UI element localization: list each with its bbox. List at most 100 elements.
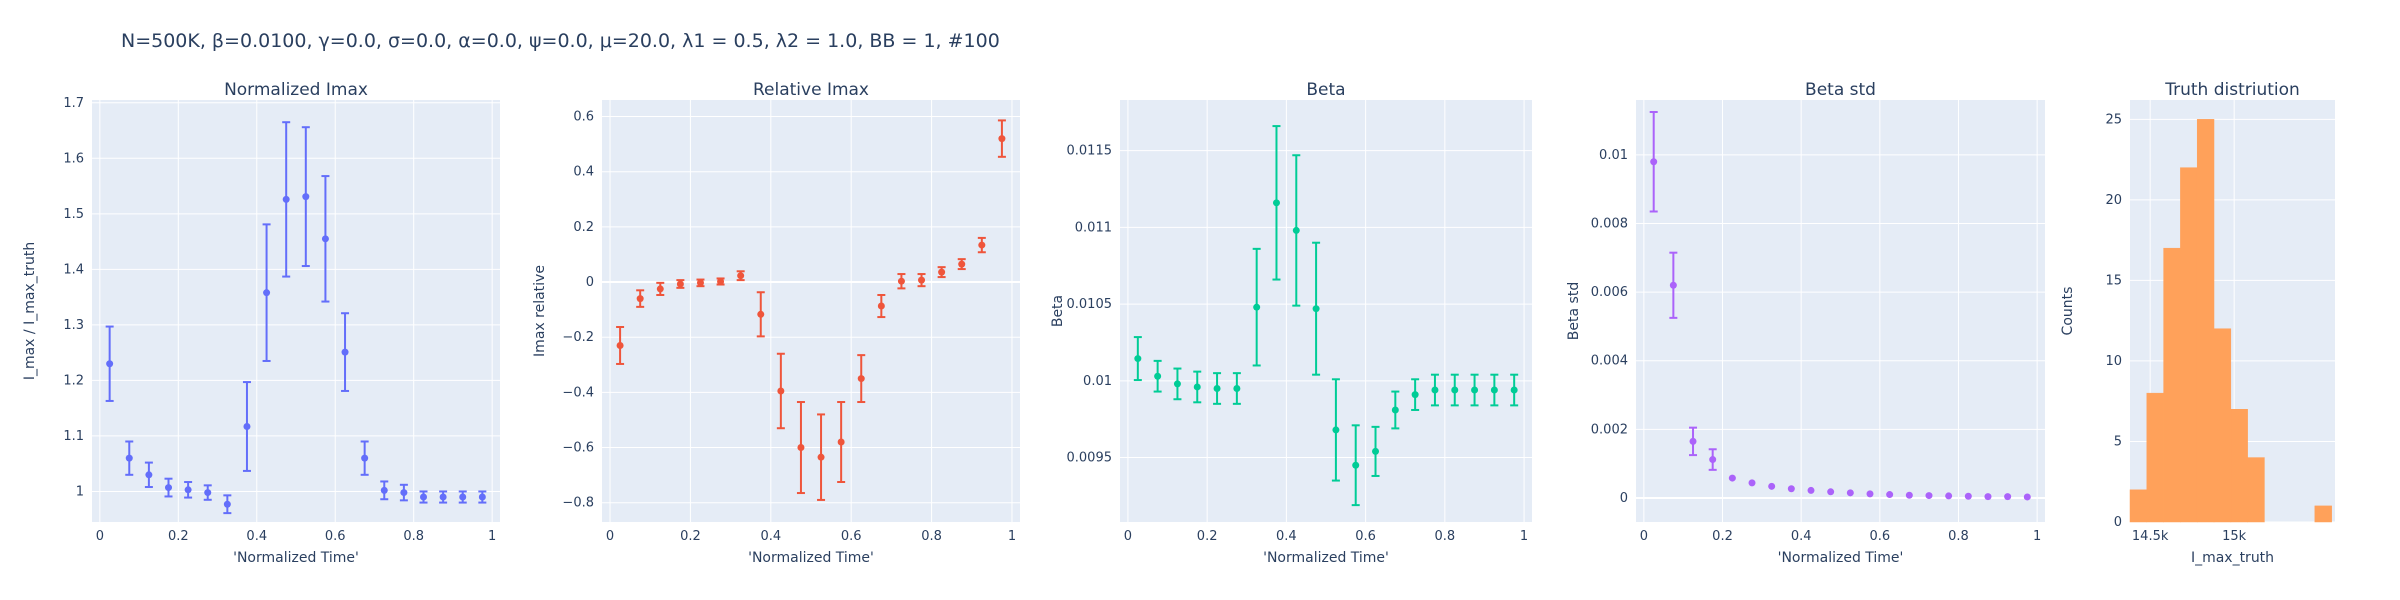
y-axis-title: Beta bbox=[1050, 295, 1066, 327]
y-tick-label: 0.0115 bbox=[1067, 144, 1113, 159]
data-point bbox=[263, 289, 271, 297]
data-point bbox=[1748, 479, 1756, 487]
data-point bbox=[1193, 383, 1201, 391]
data-point bbox=[978, 241, 986, 249]
y-tick-label: 15 bbox=[2105, 273, 2122, 288]
data-point bbox=[998, 135, 1006, 143]
data-point bbox=[1728, 474, 1736, 482]
x-tick-label: 0 bbox=[1640, 529, 1648, 544]
data-point bbox=[1490, 386, 1498, 394]
x-tick-label: 0.8 bbox=[1948, 529, 1969, 544]
x-tick-label: 0.8 bbox=[921, 529, 942, 544]
y-tick-label: 0.01 bbox=[1599, 148, 1628, 163]
y-tick-label: 0 bbox=[586, 275, 594, 290]
y-tick-label: 0.004 bbox=[1591, 354, 1628, 369]
x-tick-label: 1 bbox=[1008, 529, 1016, 544]
data-point bbox=[676, 280, 684, 288]
y-tick-label: 0.006 bbox=[1591, 285, 1628, 300]
data-point bbox=[165, 484, 172, 492]
data-point bbox=[717, 277, 725, 285]
data-point bbox=[1213, 384, 1221, 392]
data-point bbox=[1253, 303, 1261, 311]
histogram-bar bbox=[2213, 328, 2232, 523]
data-point bbox=[1233, 384, 1241, 392]
plot-area bbox=[1636, 100, 2045, 522]
data-point bbox=[243, 422, 251, 430]
data-point bbox=[1925, 492, 1933, 500]
data-point bbox=[877, 302, 885, 310]
x-tick-label: 0.4 bbox=[760, 529, 781, 544]
y-tick-label: 1.2 bbox=[63, 373, 84, 388]
y-tick-label: 5 bbox=[2114, 434, 2122, 449]
x-axis-title: 'Normalized Time' bbox=[233, 550, 359, 566]
data-point bbox=[2004, 493, 2012, 501]
y-tick-label: 0 bbox=[2114, 515, 2122, 530]
data-point bbox=[341, 348, 349, 356]
data-point bbox=[1846, 489, 1854, 497]
data-point bbox=[1768, 482, 1776, 490]
data-point bbox=[204, 489, 212, 497]
subplot-title: Normalized Imax bbox=[224, 80, 368, 100]
data-point bbox=[897, 277, 905, 285]
y-tick-label: 1.5 bbox=[63, 207, 84, 222]
data-point bbox=[420, 493, 427, 501]
histogram-bar bbox=[2180, 167, 2198, 523]
data-point bbox=[857, 375, 865, 383]
x-tick-label: 1 bbox=[488, 529, 496, 544]
data-point bbox=[361, 454, 369, 462]
y-tick-label: 1.1 bbox=[63, 429, 84, 444]
data-point bbox=[1807, 486, 1815, 494]
data-point bbox=[282, 195, 290, 203]
data-point bbox=[1332, 426, 1340, 434]
x-tick-label: 0.2 bbox=[168, 529, 189, 544]
histogram-bar bbox=[2146, 392, 2164, 523]
histogram-bar bbox=[2230, 409, 2248, 523]
y-tick-label: −0.8 bbox=[562, 496, 594, 511]
x-tick-label: 0.6 bbox=[325, 529, 346, 544]
data-point bbox=[2023, 493, 2031, 501]
x-tick-label: 0 bbox=[606, 529, 614, 544]
data-point bbox=[958, 260, 966, 268]
subplot-title: Beta std bbox=[1805, 80, 1876, 100]
data-point bbox=[656, 285, 664, 293]
data-point bbox=[1312, 305, 1320, 313]
data-point bbox=[1650, 158, 1658, 166]
y-tick-label: 20 bbox=[2105, 193, 2122, 208]
subplot-title: Relative Imax bbox=[753, 80, 869, 100]
y-tick-label: 0.0095 bbox=[1067, 451, 1113, 466]
y-tick-label: 0.01 bbox=[1083, 374, 1112, 389]
y-axis-title: Imax relative bbox=[532, 265, 548, 357]
data-point bbox=[1669, 281, 1677, 289]
data-point bbox=[302, 193, 310, 201]
data-point bbox=[125, 454, 133, 462]
x-tick-label: 14.5k bbox=[2132, 529, 2169, 544]
data-point bbox=[1510, 386, 1518, 394]
data-point bbox=[938, 268, 946, 276]
x-tick-label: 0.4 bbox=[246, 529, 267, 544]
data-point bbox=[696, 279, 704, 287]
y-tick-label: 1 bbox=[76, 484, 84, 499]
x-axis-title: 'Normalized Time' bbox=[1778, 550, 1904, 566]
x-tick-label: 0.2 bbox=[1197, 529, 1218, 544]
data-point bbox=[1886, 491, 1894, 499]
x-tick-label: 0.8 bbox=[403, 529, 424, 544]
x-axis-title: I_max_truth bbox=[2191, 550, 2274, 566]
y-axis-title: Counts bbox=[2060, 287, 2076, 336]
histogram-bar bbox=[2314, 505, 2332, 523]
data-point bbox=[1964, 492, 1972, 500]
plot-area bbox=[602, 100, 1020, 522]
x-tick-label: 1 bbox=[1520, 529, 1528, 544]
data-point bbox=[459, 493, 467, 501]
x-tick-label: 0.2 bbox=[1712, 529, 1733, 544]
data-point bbox=[1866, 490, 1874, 498]
data-point bbox=[1391, 406, 1399, 414]
x-tick-label: 0 bbox=[96, 529, 104, 544]
x-tick-label: 0 bbox=[1124, 529, 1132, 544]
y-tick-label: 1.4 bbox=[63, 262, 84, 277]
x-tick-label: 15k bbox=[2222, 529, 2247, 544]
y-tick-label: 25 bbox=[2105, 112, 2122, 127]
data-point bbox=[636, 295, 644, 303]
data-point bbox=[1787, 485, 1795, 493]
y-tick-label: 1.6 bbox=[63, 151, 84, 166]
